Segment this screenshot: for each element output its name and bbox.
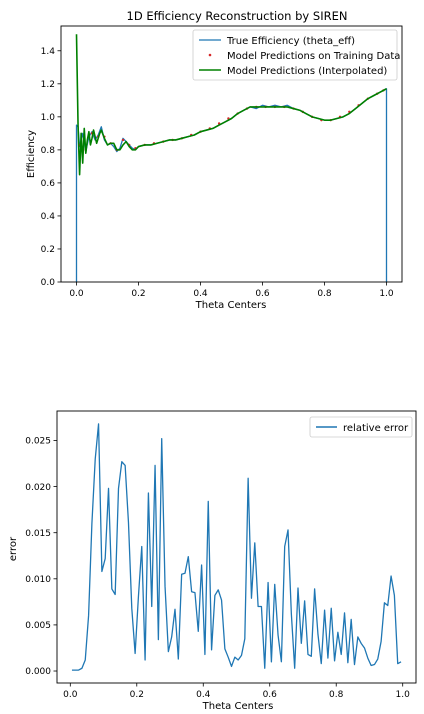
- c1-y-tick-label: 0.4: [41, 212, 56, 222]
- efficiency-chart: 1D Efficiency Reconstruction by SIREN 0.…: [26, 9, 403, 311]
- legend-training-predictions-swatch: [208, 53, 212, 57]
- c1-y-tick-label: 1.0: [41, 113, 56, 123]
- legend-true-efficiency-label: True Efficiency (theta_eff): [226, 36, 355, 47]
- c2-x-tick-label: 0.0: [63, 690, 78, 700]
- c2-y-tick-label: 0.025: [25, 437, 51, 447]
- c1-model-predictions-on-training-data-point: [121, 138, 125, 142]
- chart1-title: 1D Efficiency Reconstruction by SIREN: [127, 9, 348, 23]
- c1-y-tick-label: 1.2: [41, 80, 55, 90]
- c1-x-tick-label: 0.0: [69, 289, 84, 299]
- relative-error-chart: 0.0 0.2 0.4 0.6 0.8 1.0 0.0000.0050.0100.0150…: [8, 410, 417, 712]
- c2-y-tick-label: 0.015: [25, 529, 51, 539]
- legend-training-predictions-label: Model Predictions on Training Data: [227, 51, 400, 62]
- c2-y-tick-label: 0.020: [25, 483, 51, 493]
- c2-x-tick-label: 0.4: [196, 690, 211, 700]
- c1-y-tick-label: 0.0: [41, 278, 56, 288]
- chart2-legend-box: [309, 416, 413, 438]
- chart1-x-axis-label: Theta Centers: [195, 300, 267, 311]
- chart2-y-axis-label: error: [8, 536, 19, 561]
- c2-x-tick-label: 0.8: [329, 690, 344, 700]
- c1-y-tick-label: 1.4: [41, 47, 56, 57]
- chart2-x-axis-label: Theta Centers: [202, 701, 274, 712]
- c2-y-tick-label: 0.010: [25, 575, 51, 585]
- chart1-y-axis-label: Efficiency: [26, 130, 37, 178]
- chart2-axes-frame: [56, 410, 417, 684]
- c1-model-predictions-interpolated-line: [75, 34, 387, 176]
- legend-interpolated-label: Model Predictions (Interpolated): [227, 66, 387, 77]
- c2-relative-error-line: [71, 423, 402, 671]
- chart1-plot-area: [75, 34, 388, 282]
- c2-x-tick-label: 0.2: [130, 690, 144, 700]
- chart1-legend-box: [192, 29, 398, 81]
- c2-x-tick-label: 1.0: [396, 690, 411, 700]
- c2-y-tick-label: 0.000: [25, 667, 51, 677]
- c2-x-tick-label: 0.6: [263, 690, 278, 700]
- chart1-axes-frame: [60, 25, 403, 283]
- c1-x-tick-label: 0.2: [131, 289, 145, 299]
- chart1-x-ticks: 0.0 0.2 0.4 0.6 0.8 1.0: [69, 282, 394, 299]
- c2-y-tick-label: 0.005: [25, 621, 51, 631]
- c1-y-tick-label: 0.2: [41, 245, 55, 255]
- c1-y-tick-label: 0.8: [41, 146, 56, 156]
- chart2-x-ticks: 0.0 0.2 0.4 0.6 0.8 1.0: [63, 683, 410, 700]
- chart2-plot-area: [71, 423, 402, 671]
- legend-relative-error-label: relative error: [343, 423, 409, 434]
- chart1-legend: True Efficiency (theta_eff) Model Predic…: [192, 29, 400, 81]
- c1-x-tick-label: 0.4: [193, 289, 208, 299]
- c1-x-tick-label: 0.6: [255, 289, 270, 299]
- c1-x-tick-label: 1.0: [379, 289, 394, 299]
- c1-y-tick-label: 0.6: [41, 179, 56, 189]
- chart1-y-ticks: 0.0 0.2 0.4 0.6 0.8 1.0 1.2 1.4: [41, 47, 61, 288]
- chart2-legend: relative error: [309, 416, 413, 438]
- chart2-y-ticks: 0.000 0.005 0.010 0.015 0.020 0.025: [25, 437, 57, 677]
- c1-x-tick-label: 0.8: [317, 289, 332, 299]
